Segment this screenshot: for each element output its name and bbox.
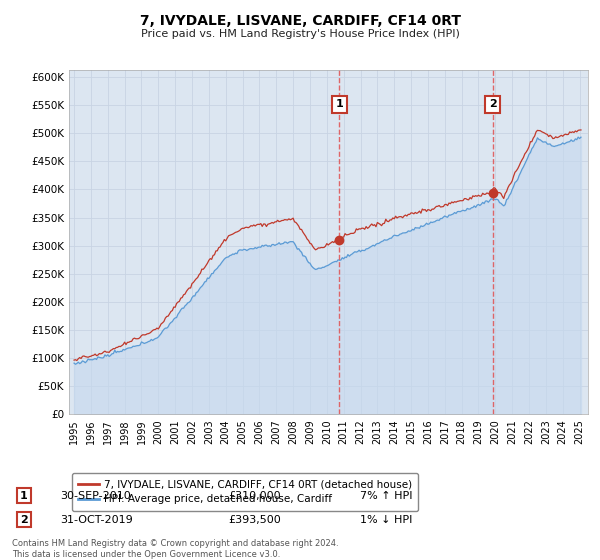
Text: 1: 1	[335, 100, 343, 109]
Text: Contains HM Land Registry data © Crown copyright and database right 2024.
This d: Contains HM Land Registry data © Crown c…	[12, 539, 338, 559]
Text: 30-SEP-2010: 30-SEP-2010	[60, 491, 131, 501]
Text: 1% ↓ HPI: 1% ↓ HPI	[360, 515, 412, 525]
Text: £393,500: £393,500	[228, 515, 281, 525]
Text: 2: 2	[20, 515, 28, 525]
Legend: 7, IVYDALE, LISVANE, CARDIFF, CF14 0RT (detached house), HPI: Average price, det: 7, IVYDALE, LISVANE, CARDIFF, CF14 0RT (…	[71, 473, 418, 511]
Text: £310,000: £310,000	[228, 491, 281, 501]
Text: 31-OCT-2019: 31-OCT-2019	[60, 515, 133, 525]
Text: 7, IVYDALE, LISVANE, CARDIFF, CF14 0RT: 7, IVYDALE, LISVANE, CARDIFF, CF14 0RT	[139, 14, 461, 28]
Text: 2: 2	[488, 100, 496, 109]
Text: Price paid vs. HM Land Registry's House Price Index (HPI): Price paid vs. HM Land Registry's House …	[140, 29, 460, 39]
Text: 7% ↑ HPI: 7% ↑ HPI	[360, 491, 413, 501]
Text: 1: 1	[20, 491, 28, 501]
